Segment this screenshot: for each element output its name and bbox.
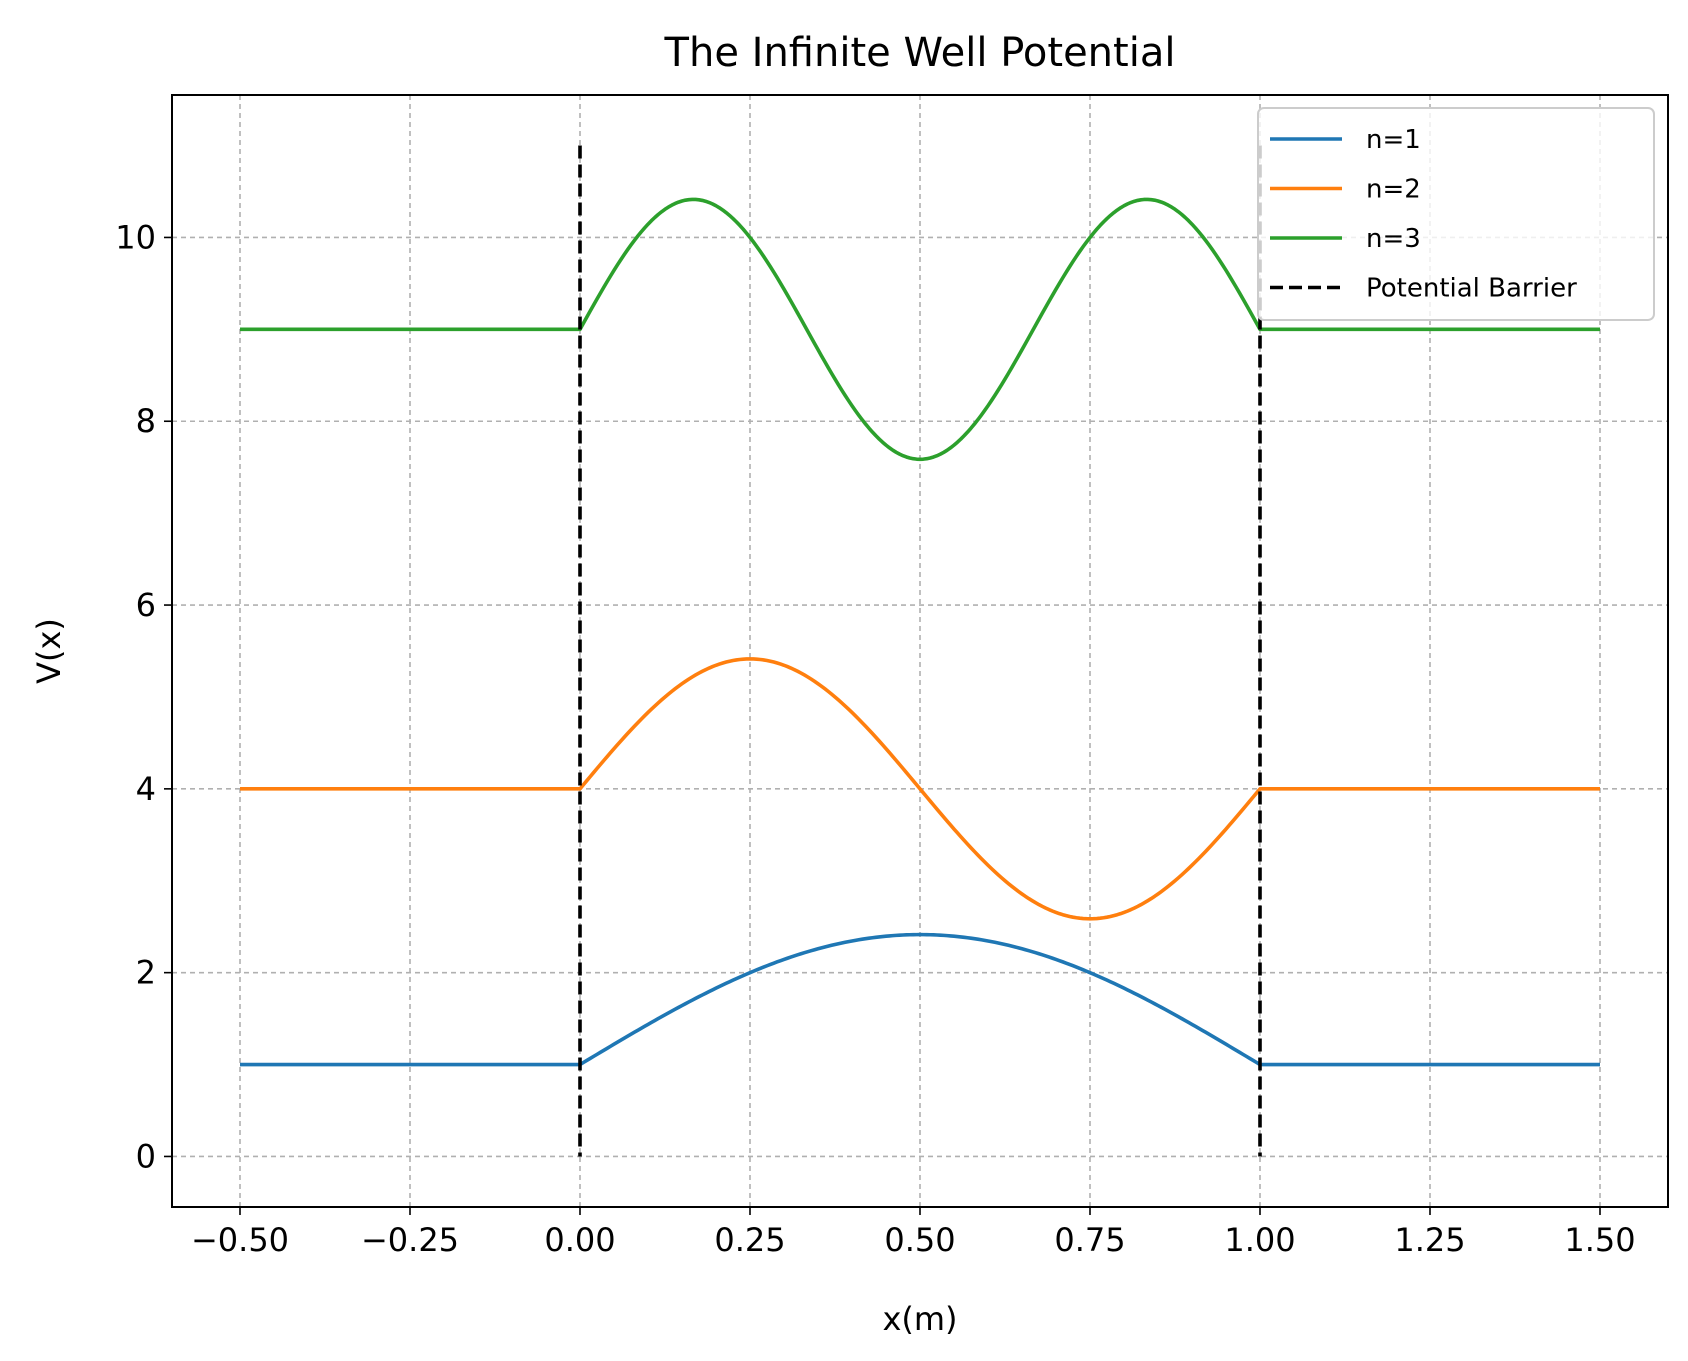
x-tick-label: 1.50 [1564, 1221, 1635, 1259]
chart-title: The Infinite Well Potential [664, 30, 1176, 76]
x-tick-label: 0.50 [884, 1221, 955, 1259]
x-axis: −0.50 −0.25 0.00 0.25 0.50 0.75 1.00 1.25 1.50 [191, 1207, 1636, 1259]
y-tick-label: 2 [136, 954, 156, 992]
x-tick-label: 0.25 [714, 1221, 785, 1259]
x-tick-label: 0.75 [1054, 1221, 1125, 1259]
y-axis: 0 2 4 6 8 10 [115, 218, 172, 1175]
x-axis-label: x(m) [882, 1300, 957, 1338]
legend-label: Potential Barrier [1366, 274, 1577, 304]
x-tick-label: 1.25 [1394, 1221, 1465, 1259]
y-tick-label: 8 [136, 402, 156, 440]
y-tick-label: 0 [136, 1137, 156, 1175]
plot-area [240, 145, 1600, 1157]
x-tick-label: 0.00 [544, 1221, 615, 1259]
legend-label: n=3 [1366, 224, 1421, 254]
x-tick-label: −0.50 [191, 1221, 289, 1259]
series-line-n3 [240, 197, 1600, 462]
legend: n=1 n=2 n=3 Potential Barrier [1257, 107, 1655, 321]
y-tick-label: 10 [115, 218, 156, 256]
x-tick-label: −0.25 [361, 1221, 459, 1259]
legend-label: n=1 [1366, 125, 1421, 155]
series-line-n2 [240, 657, 1600, 921]
series-line-n1 [240, 932, 1600, 1067]
legend-label: n=2 [1366, 175, 1421, 205]
x-tick-label: 1.00 [1224, 1221, 1295, 1259]
y-axis-label: V(x) [30, 618, 68, 684]
y-tick-label: 6 [136, 586, 156, 624]
y-tick-label: 4 [136, 770, 156, 808]
legend-box [1257, 107, 1655, 321]
